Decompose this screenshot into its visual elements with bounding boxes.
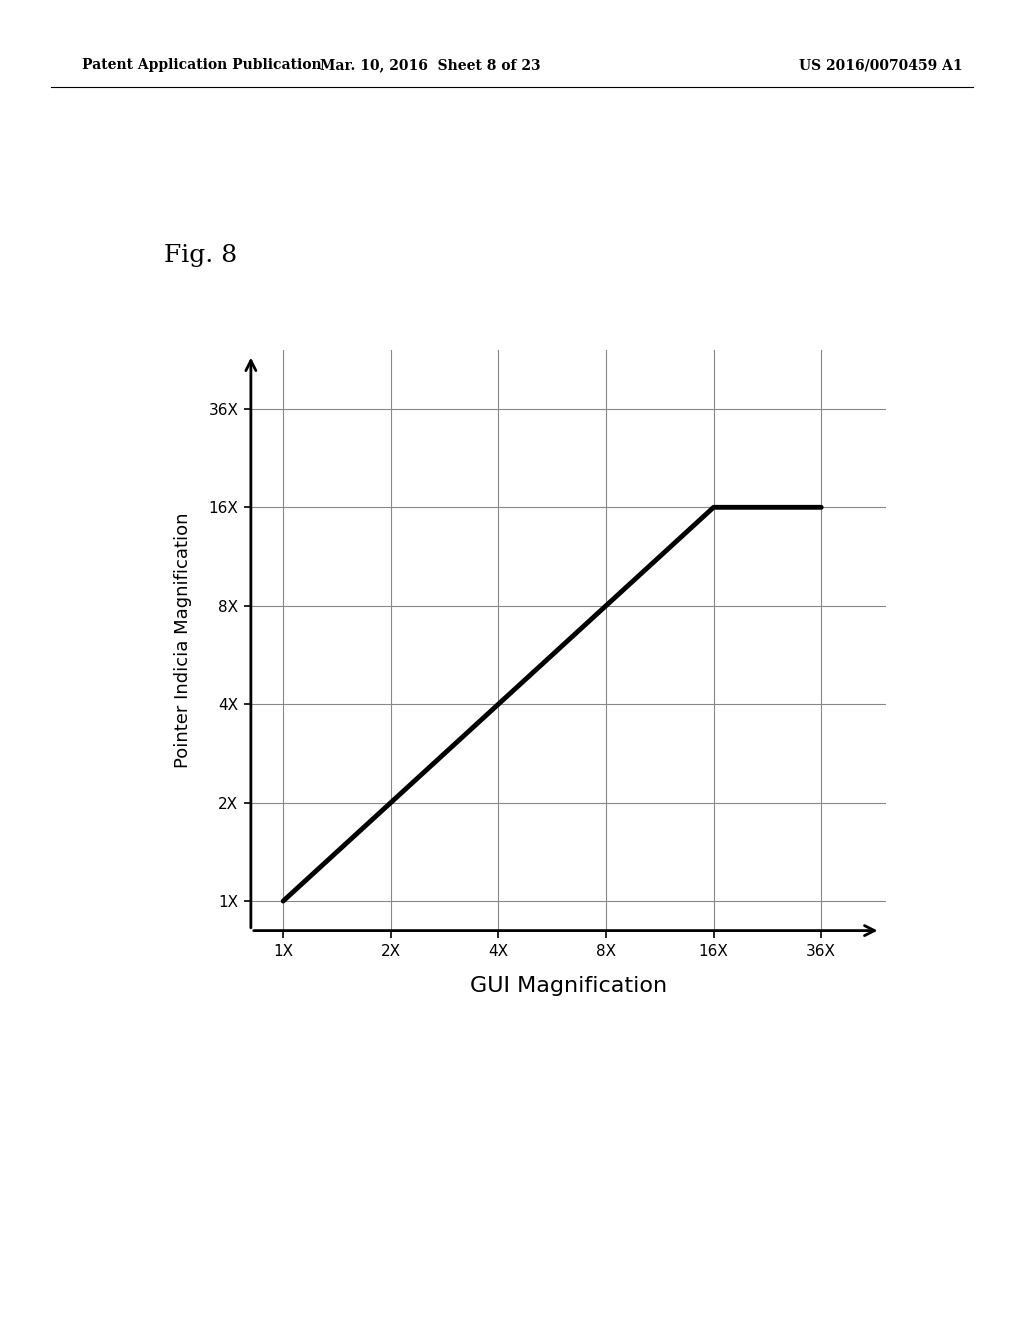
Text: Fig. 8: Fig. 8	[164, 244, 237, 267]
Text: US 2016/0070459 A1: US 2016/0070459 A1	[799, 58, 963, 73]
Y-axis label: Pointer Indicia Magnification: Pointer Indicia Magnification	[174, 512, 191, 768]
Text: Mar. 10, 2016  Sheet 8 of 23: Mar. 10, 2016 Sheet 8 of 23	[319, 58, 541, 73]
Text: Patent Application Publication: Patent Application Publication	[82, 58, 322, 73]
X-axis label: GUI Magnification: GUI Magnification	[470, 977, 667, 997]
